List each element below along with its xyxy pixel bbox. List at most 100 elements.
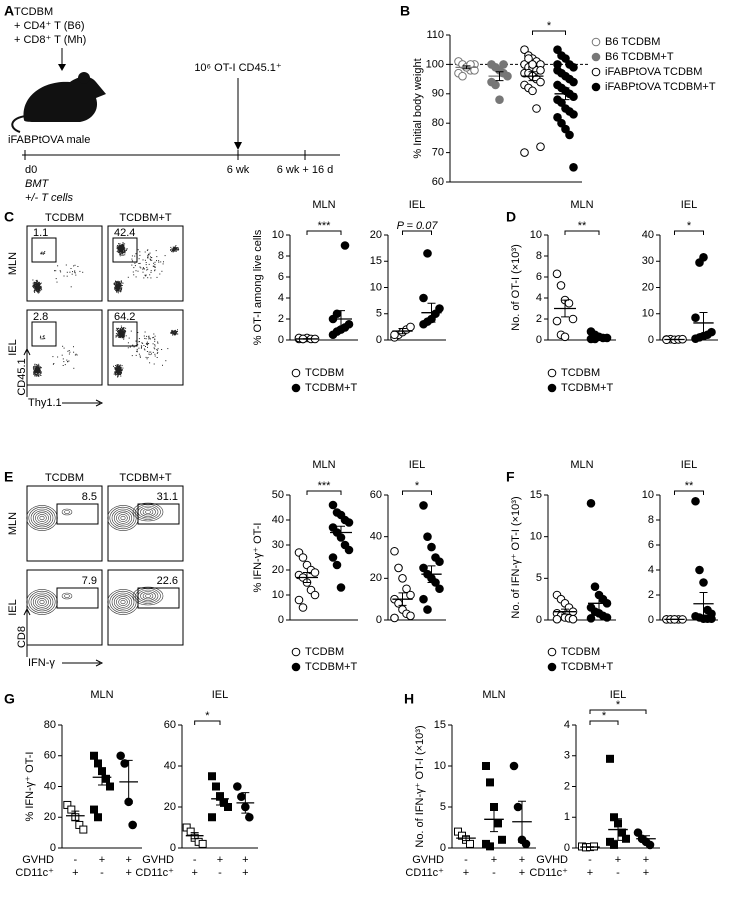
event-dot [135,276,137,278]
event-dot [174,329,176,331]
error-bar [490,806,498,833]
event-dot [120,372,121,374]
event-dot [141,342,143,344]
event-dot [63,347,65,349]
gate-value: 64.2 [114,311,135,323]
event-dot [119,253,121,255]
error-bar [462,835,470,842]
data-point [198,839,207,848]
event-dot [122,330,124,332]
data-point [208,772,216,781]
event-dot [140,347,142,349]
event-dot [119,367,121,369]
error-bar [595,592,603,614]
event-dot [34,287,36,289]
y-tick-label: 6 [278,271,284,283]
event-dot [120,291,122,293]
contour [116,596,130,608]
event-dot [36,279,38,281]
contour [32,510,52,526]
event-dot [37,291,39,293]
data-point [328,500,338,510]
significance-label: ** [578,220,587,232]
flow-column-label: TCDBM [45,212,84,224]
event-dot [113,283,115,285]
chart-title: IEL [212,689,229,701]
event-dot [118,249,120,251]
x-row-value: + [242,867,248,879]
y-tick-label: 2 [564,780,570,792]
contour [109,590,137,614]
gate-value: 1.1 [33,227,48,239]
event-dot [123,329,125,331]
event-dot [117,333,118,335]
event-dot [171,250,173,252]
event-dot [150,259,152,261]
event-dot [32,279,34,281]
event-dot [153,363,155,365]
contour [28,590,56,614]
event-dot [120,367,122,369]
event-dot [116,328,118,330]
event-dot [148,343,150,344]
y-tick-label: 40 [642,229,654,241]
event-dot [118,243,119,245]
x-row-value: + [217,854,223,866]
event-dot [38,282,40,283]
event-dot [44,251,46,252]
event-dot [40,282,42,284]
event-dot [119,328,121,330]
event-dot [117,335,119,337]
event-dot [123,252,125,254]
event-dot [150,351,152,353]
event-dot [145,262,147,263]
event-dot [40,286,42,288]
event-dot [116,245,118,247]
event-dot [122,254,124,256]
data-point [520,148,529,157]
event-dot [38,368,39,370]
event-dot [150,277,152,279]
event-dot [38,363,40,365]
axis-arrow [62,399,104,407]
data-point [94,813,102,822]
legend-label: TCDBM [561,367,600,379]
event-dot [38,288,40,290]
chart: IEL 0 20 40 60 * [370,459,446,626]
event-dot [119,334,121,336]
event-dot [37,371,39,373]
event-dot [37,288,39,290]
event-dot [36,374,38,376]
event-dot [157,351,159,353]
event-dot [66,359,68,361]
event-dot [113,282,115,284]
event-dot [121,369,123,371]
axis-arrow [23,607,31,657]
event-dot [136,348,138,350]
data-point [569,77,578,87]
flow-events [107,586,164,615]
event-dot [73,346,74,348]
legend-label: TCDBM [561,646,600,658]
data-point [423,605,432,614]
event-dot [122,329,124,331]
event-dot [172,331,173,333]
event-dot [116,247,118,249]
significance-bracket [402,490,432,495]
event-dot [37,366,39,368]
event-dot [33,369,35,371]
event-dot [117,371,119,373]
error-bar [561,299,569,318]
event-dot [154,266,156,268]
flow-events [107,502,164,531]
event-dot [118,331,120,333]
event-dot [120,253,121,255]
event-dot [171,330,173,332]
event-dot [40,373,42,374]
data-point [536,65,545,75]
event-dot [123,247,125,249]
event-dot [118,370,120,372]
data-point [528,60,537,69]
data-point [390,613,399,623]
contour [116,512,130,524]
